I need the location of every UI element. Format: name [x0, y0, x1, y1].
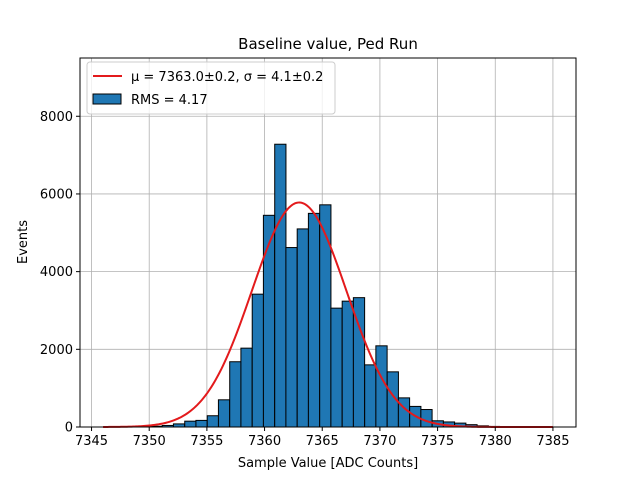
histogram-bar [195, 419, 208, 428]
histogram-bars [139, 143, 501, 428]
histogram-bar [341, 300, 354, 428]
legend: μ = 7363.0±0.2, σ = 4.1±0.2 RMS = 4.17 [86, 61, 336, 115]
y-tick-label: 4000 [40, 265, 73, 280]
histogram-bar [217, 399, 231, 428]
legend-fit-label: μ = 7363.0±0.2, σ = 4.1±0.2 [131, 70, 323, 85]
histogram-bar [397, 397, 411, 428]
axes-frame [79, 57, 577, 428]
histogram-bar [364, 364, 377, 428]
y-tick-label: 6000 [40, 187, 73, 202]
legend-hist-label: RMS = 4.17 [131, 93, 208, 108]
x-tick-label: 7360 [248, 434, 281, 449]
y-tick-label: 2000 [40, 343, 73, 358]
histogram-bar [240, 347, 253, 428]
histogram-bar [229, 361, 242, 428]
x-tick-label: 7345 [75, 434, 108, 449]
histogram-bar [274, 143, 287, 428]
x-tick-label: 7370 [363, 434, 396, 449]
x-tick-label: 7350 [133, 434, 166, 449]
legend-box [86, 61, 336, 115]
y-tick-label: 8000 [40, 110, 73, 125]
x-tick-label: 7355 [190, 434, 223, 449]
histogram-bar [184, 420, 197, 428]
y-axis-label: Events [16, 220, 31, 264]
chart-title: Baseline value, Ped Run [238, 35, 418, 53]
histogram-bar [285, 247, 298, 428]
histogram-bar [307, 212, 321, 428]
y-tick-label: 0 [65, 421, 73, 436]
histogram-bar [319, 204, 332, 428]
axis-ticks: 7345 7350 7355 7360 7365 7370 7375 7380 7385 0 200… [40, 110, 570, 449]
histogram-bar [330, 307, 343, 428]
x-tick-label: 7380 [479, 434, 512, 449]
legend-hist-swatch [92, 93, 122, 105]
x-tick-label: 7365 [306, 434, 339, 449]
histogram-bar [206, 415, 219, 428]
histogram-bar [262, 214, 276, 428]
histogram-bar [251, 293, 264, 428]
histogram-bar [375, 345, 388, 428]
x-axis-label: Sample Value [ADC Counts] [238, 456, 418, 471]
x-tick-label: 7375 [421, 434, 454, 449]
histogram-bar [296, 228, 309, 428]
x-tick-label: 7385 [536, 434, 569, 449]
histogram-bar [420, 409, 433, 428]
